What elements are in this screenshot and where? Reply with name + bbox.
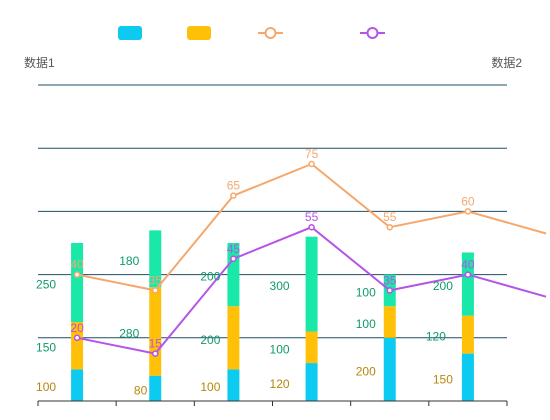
line-point[interactable] [464, 208, 472, 215]
bar-value-label: 80 [134, 383, 148, 397]
bar-segment[interactable] [71, 243, 84, 322]
line-point[interactable] [230, 255, 237, 263]
grid [38, 84, 507, 339]
legend-swatch-bar[interactable] [187, 26, 211, 40]
line-value-label: 75 [305, 147, 319, 161]
line-point[interactable] [152, 287, 159, 294]
bar-segment[interactable] [227, 306, 240, 370]
bar-segment[interactable] [383, 306, 396, 338]
line-point[interactable] [464, 271, 472, 278]
line-value-label: 35 [383, 273, 397, 287]
line-point[interactable] [386, 223, 393, 231]
bar-value-label: 100 [356, 285, 376, 299]
bar-value-label: 200 [200, 333, 220, 347]
line-point[interactable] [308, 160, 315, 168]
bar-segment[interactable] [227, 369, 240, 401]
bar-value-label: 100 [200, 380, 220, 394]
line-point[interactable] [73, 271, 81, 278]
y-left-axis-name: 数据1 [24, 55, 55, 70]
bar-value-label: 280 [119, 326, 139, 340]
line-value-label: 35 [149, 273, 163, 287]
line-value-label: 15 [149, 337, 163, 351]
lines[interactable] [73, 160, 547, 357]
bar-value-label: 200 [433, 279, 453, 293]
x-axis [37, 400, 508, 406]
bar-segment[interactable] [305, 363, 318, 401]
line-value-label: 65 [227, 179, 241, 193]
line-value-label: 40 [461, 258, 475, 272]
line-point[interactable] [308, 223, 315, 231]
bar-segment[interactable] [149, 375, 162, 401]
bar-value-label: 120 [426, 330, 446, 344]
line-value-label: 60 [461, 194, 475, 208]
value-labels: 100 80 100 120 200 150 150 280 200 100 100 120 250 18… [36, 147, 475, 397]
bars[interactable] [71, 230, 474, 401]
legend-swatch-bar[interactable] [118, 26, 142, 40]
legend-swatch-marker[interactable] [366, 27, 379, 39]
bar-segment[interactable] [71, 322, 84, 370]
bar-value-label: 100 [356, 317, 376, 331]
legend-swatch-marker[interactable] [264, 27, 277, 39]
bar-value-label: 200 [356, 364, 376, 378]
line-point[interactable] [152, 350, 159, 357]
bar-value-label: 300 [270, 279, 290, 293]
line-value-label: 55 [383, 210, 397, 224]
legend[interactable] [118, 26, 385, 40]
bar-value-label: 180 [119, 254, 139, 268]
bar-segment[interactable] [71, 369, 84, 401]
line-value-label: 45 [227, 242, 241, 256]
bar-segment[interactable] [305, 236, 318, 332]
bar-value-label: 100 [270, 342, 290, 356]
bar-segment[interactable] [461, 353, 474, 401]
bar-value-label: 100 [36, 380, 56, 394]
line-point[interactable] [73, 334, 81, 342]
bar-value-label: 200 [200, 270, 220, 284]
line-value-label: 40 [70, 258, 84, 272]
bar-value-label: 150 [36, 341, 56, 355]
line-point[interactable] [386, 287, 393, 294]
bar-value-label: 250 [36, 278, 56, 292]
bar-value-label: 150 [433, 372, 453, 386]
bar-segment[interactable] [383, 337, 396, 401]
bar-segment[interactable] [149, 287, 162, 376]
bar-segment[interactable] [461, 252, 474, 316]
line-point[interactable] [230, 192, 237, 199]
line-value-label: 20 [70, 321, 84, 335]
bar-segment[interactable] [149, 230, 162, 288]
y-right-axis-name: 数据2 [491, 55, 522, 70]
bar-segment[interactable] [461, 315, 474, 354]
bar-value-label: 120 [270, 377, 290, 391]
line-value-label: 55 [305, 210, 319, 224]
bar-segment[interactable] [305, 331, 318, 364]
